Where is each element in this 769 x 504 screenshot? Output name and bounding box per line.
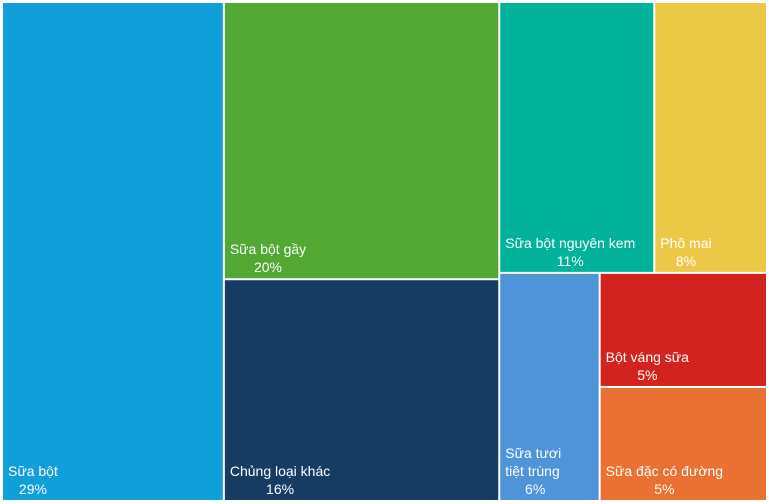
tile-value-label: 20% [254, 259, 282, 275]
tile-label: Sữa đặc có đường [606, 463, 723, 479]
label-line: tiệt trùng [505, 463, 559, 479]
tile-value-label: 29% [19, 481, 47, 497]
tile-value-label: 5% [654, 481, 674, 497]
tile-label: Sữa tươi tiệt trùng [505, 445, 565, 479]
tile [500, 273, 599, 500]
tile-label: Bột váng sữa [606, 349, 690, 365]
tile [224, 280, 499, 500]
tile-value-label: 6% [525, 481, 545, 497]
tile-value-label: 16% [266, 481, 294, 497]
tile-label: Sữa bột gầy [230, 241, 306, 257]
tile [600, 387, 766, 500]
tile-label: Sữa bột [8, 463, 58, 479]
tile [3, 3, 223, 500]
tile-label: Chủng loại khác [230, 463, 330, 479]
tile-label: Sữa bột nguyên kem [505, 235, 635, 251]
tile-label: Phô mai [660, 235, 711, 251]
tile [500, 3, 654, 272]
tile-value-label: 11% [557, 253, 584, 269]
tile [600, 273, 766, 386]
tile-value-label: 8% [676, 253, 696, 269]
tile [224, 3, 499, 279]
tile-value-label: 5% [637, 367, 657, 383]
label-line: Sữa tươi [505, 445, 565, 461]
tile [655, 3, 766, 272]
